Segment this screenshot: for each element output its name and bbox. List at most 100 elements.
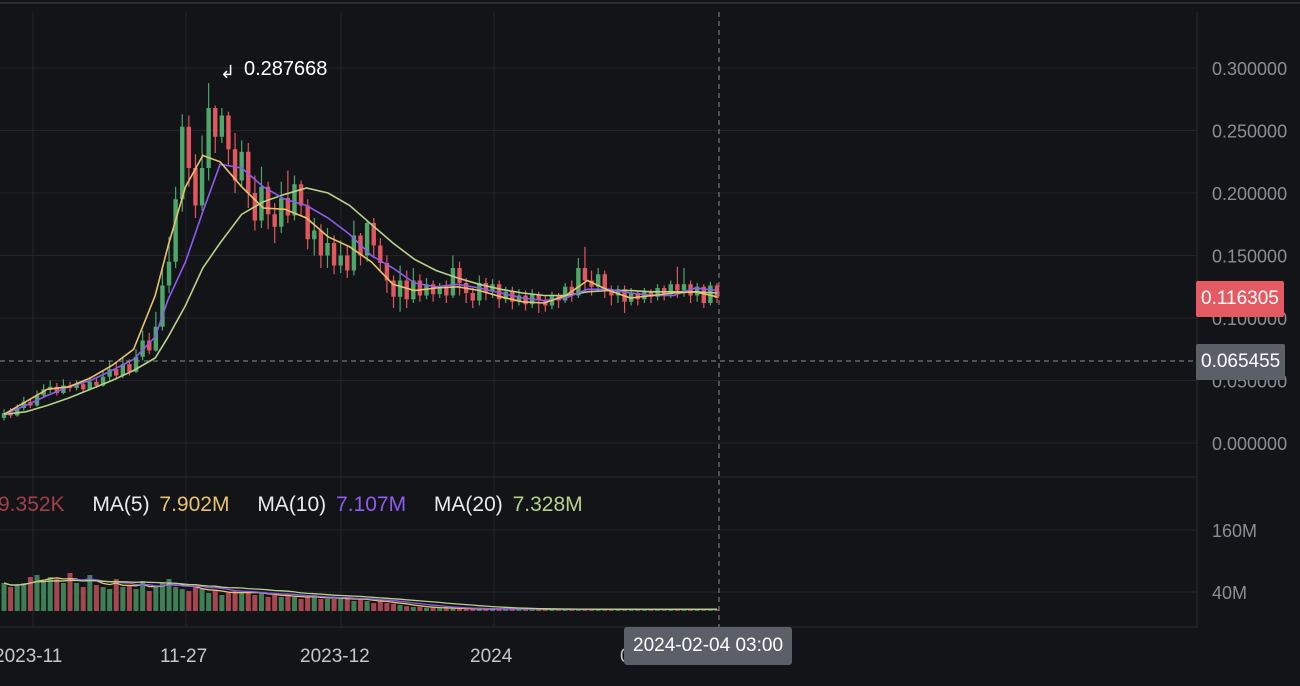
high-marker-label: 0.287668 <box>244 58 328 80</box>
volume-bar <box>107 589 113 611</box>
volume-bar <box>54 579 60 611</box>
volume-bar <box>404 606 410 611</box>
volume-bar <box>668 609 674 611</box>
volume-bar <box>496 609 502 611</box>
volume-bar <box>358 599 363 611</box>
candle-body <box>140 340 145 357</box>
candle-body <box>648 291 654 297</box>
volume-bar <box>192 587 198 611</box>
candle-body <box>582 268 588 281</box>
candle-body <box>510 291 515 302</box>
candle-body <box>153 326 159 351</box>
candle-body <box>576 268 581 296</box>
candle-body <box>404 280 409 300</box>
volume-bar <box>562 609 568 611</box>
candle-body <box>120 364 126 376</box>
volume-bar <box>582 609 588 611</box>
candle-body <box>219 115 225 137</box>
candle-body <box>41 389 46 396</box>
candle-body <box>642 291 647 300</box>
candle-body <box>193 168 198 206</box>
candle-body <box>318 230 324 256</box>
ma20-label: MA(20) <box>433 493 503 516</box>
volume-bar <box>74 583 80 611</box>
volume-bar <box>424 607 430 611</box>
volume-bar <box>219 595 225 611</box>
candle-body <box>589 280 594 287</box>
volume-bar <box>27 577 33 611</box>
volume-bar <box>60 583 66 611</box>
volume-bar <box>615 609 621 611</box>
candle-body <box>457 268 462 283</box>
candle-body <box>391 280 396 297</box>
volume-bar <box>430 607 436 611</box>
volume-axis: 160M 40M <box>1212 521 1257 603</box>
volume-bar <box>126 585 132 611</box>
volume-bar <box>714 609 720 611</box>
candle-body <box>378 245 383 263</box>
volume-bar <box>278 597 284 611</box>
candle-body <box>15 408 20 416</box>
volume-bar <box>199 589 205 611</box>
volume-bar <box>437 608 443 611</box>
volume-bar <box>457 608 463 611</box>
high-marker-arrow-icon: ↲ <box>220 62 236 82</box>
candle-body <box>483 283 489 292</box>
candle-body <box>708 285 713 303</box>
candle-body <box>305 205 310 240</box>
volume-bar <box>311 595 317 611</box>
volume-bar <box>318 599 324 611</box>
candle-body <box>232 149 238 181</box>
time-tick-label: 2023-12 <box>300 646 370 667</box>
volume-bar <box>490 609 496 611</box>
candle-body <box>180 126 185 200</box>
volume-bar <box>265 597 271 611</box>
ma5-label: MA(5) <box>92 493 150 516</box>
volume-bar <box>470 609 476 611</box>
volume-bar <box>364 601 370 611</box>
volume-bar <box>523 609 529 611</box>
volume-value: 9.352K <box>0 493 65 516</box>
volume-bar <box>239 593 245 611</box>
price-tick-label: 0.300000 <box>1212 59 1287 79</box>
volume-bar <box>252 595 258 611</box>
volume-bar <box>34 575 40 611</box>
volume-bar <box>67 573 73 611</box>
ma5-line <box>3 154 718 415</box>
volume-bar <box>100 587 106 611</box>
volume-series <box>1 573 720 611</box>
volume-bar <box>120 587 126 611</box>
volume-bar <box>87 575 93 611</box>
volume-bar <box>173 587 179 611</box>
volume-bar <box>688 609 694 611</box>
volume-bar <box>648 609 654 611</box>
volume-bar <box>661 609 667 611</box>
candle-body <box>681 284 687 291</box>
candle-body <box>516 295 522 302</box>
candle-body <box>371 223 376 246</box>
volume-bar <box>93 585 99 611</box>
candle-body <box>312 230 317 240</box>
volume-bar <box>602 609 608 611</box>
candle-body <box>615 289 621 296</box>
candle-body <box>635 293 640 300</box>
candle-body <box>133 356 139 372</box>
candle-body <box>1 413 7 418</box>
candle-body <box>338 255 343 266</box>
volume-bar <box>463 609 469 611</box>
candle-body <box>450 268 456 296</box>
candle-body <box>602 274 607 291</box>
candle-body <box>701 286 706 303</box>
volume-bar <box>608 609 614 611</box>
volume-bar <box>186 591 192 611</box>
candle-body <box>430 284 436 295</box>
price-tick-label: 0.000000 <box>1212 434 1287 454</box>
volume-bar <box>212 591 218 611</box>
candle-body <box>470 293 475 301</box>
volume-bar <box>153 587 159 611</box>
candle-body <box>206 108 211 168</box>
ma20-value: 7.328M <box>512 493 583 516</box>
volume-bar <box>641 609 647 611</box>
